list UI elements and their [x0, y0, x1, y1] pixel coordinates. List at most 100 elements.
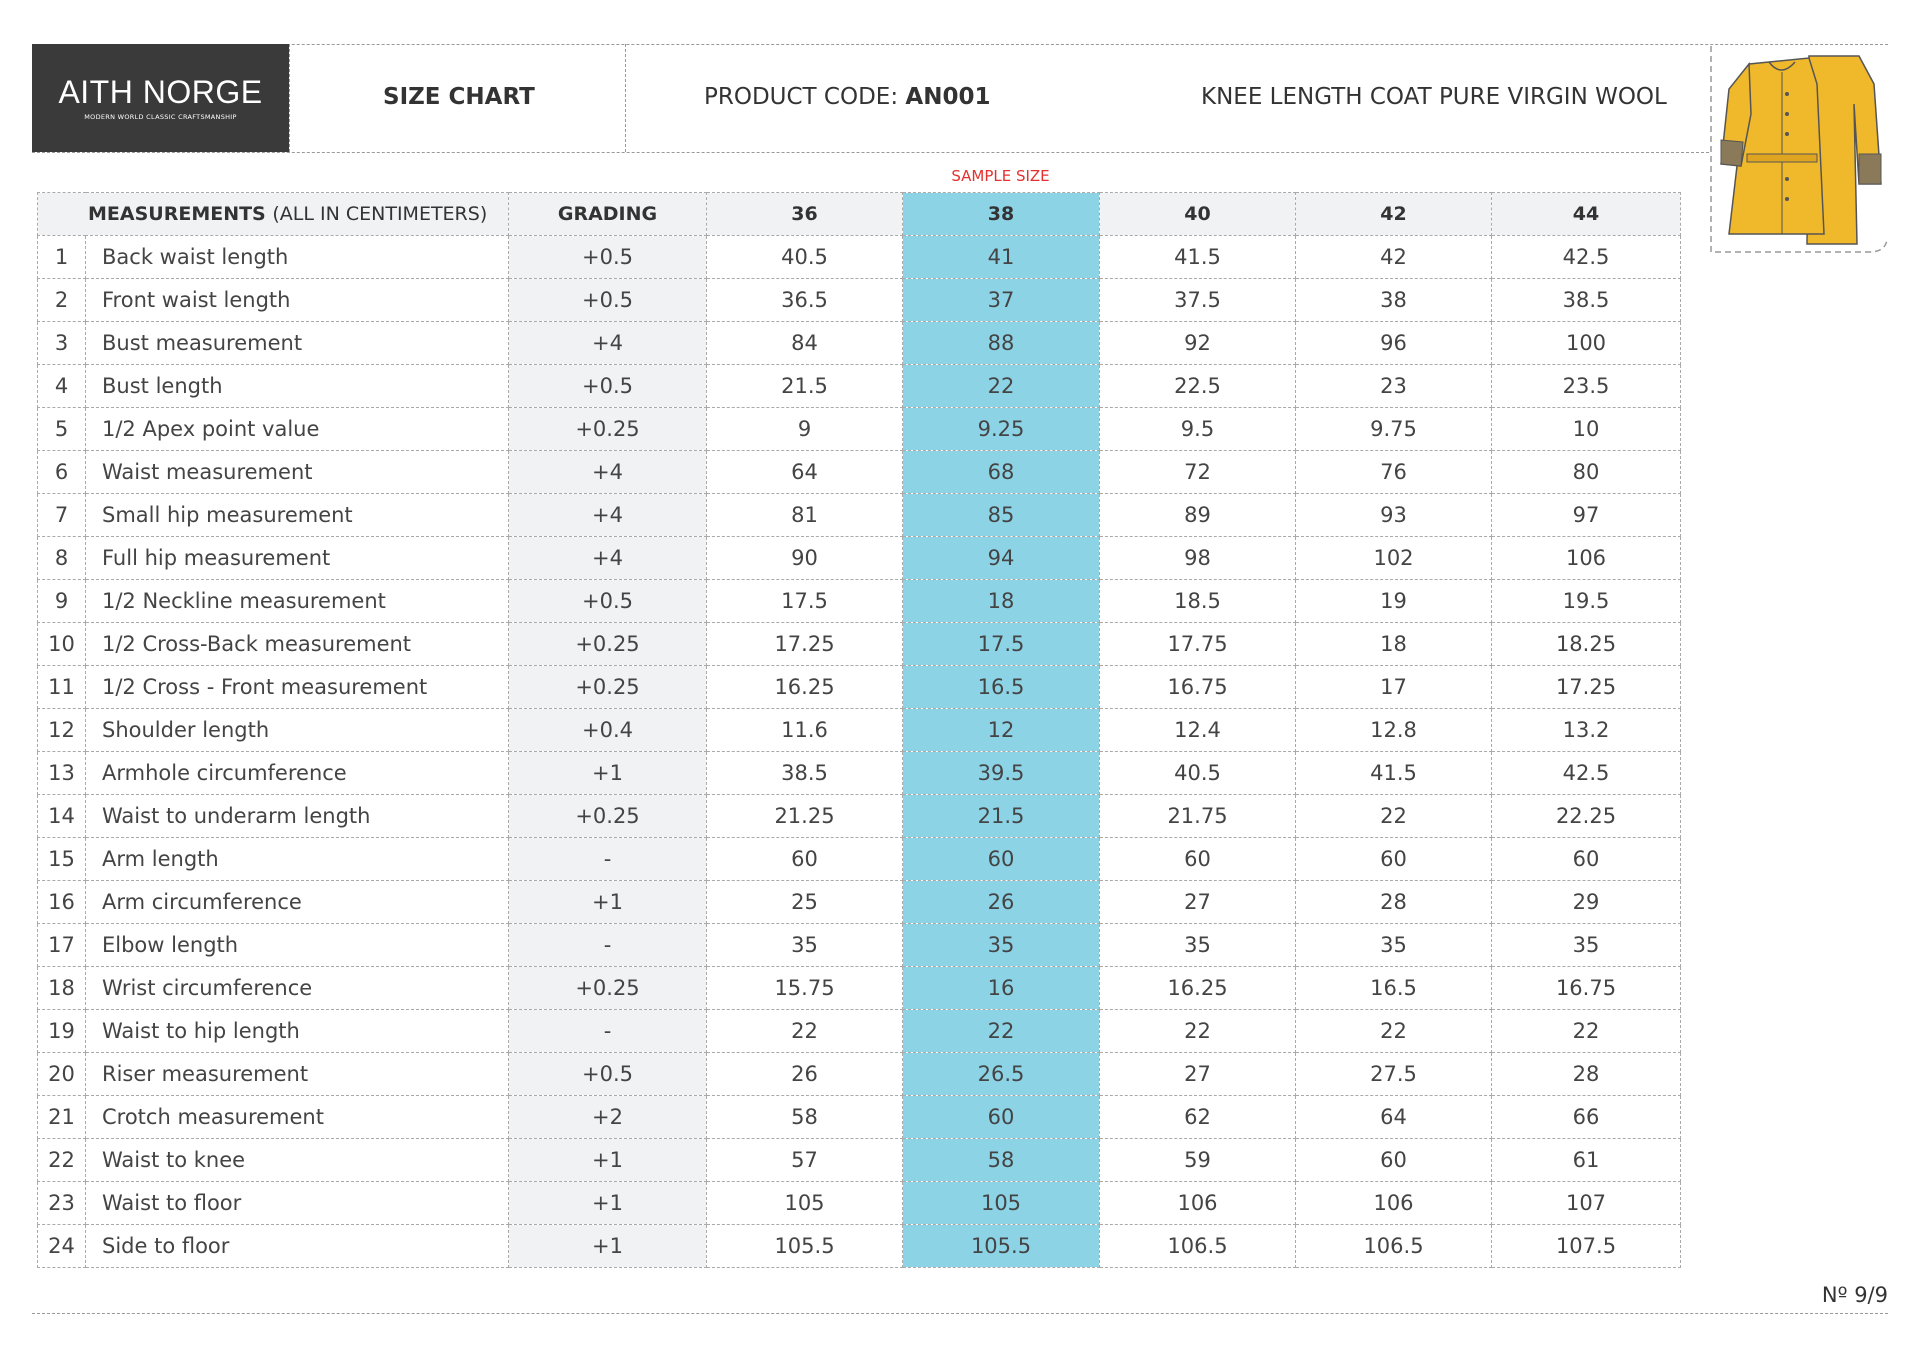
size-value: 17.25 [706, 622, 903, 666]
measurement-name: Riser measurement [85, 1052, 509, 1096]
measurement-name: Elbow length [85, 923, 509, 967]
size-value: 16 [902, 966, 1100, 1010]
measurement-name: Waist to knee [85, 1138, 509, 1182]
grading-value: +0.5 [508, 1052, 707, 1096]
size-value: 22 [902, 1009, 1100, 1053]
grading-value: - [508, 923, 707, 967]
size-value: 21.75 [1099, 794, 1296, 838]
size-value: 37 [902, 278, 1100, 322]
size-value: 58 [902, 1138, 1100, 1182]
logo-tagline: MODERN WORLD CLASSIC CRAFTSMANSHIP [84, 113, 237, 121]
size-value: 105.5 [706, 1224, 903, 1268]
row-number: 24 [37, 1224, 86, 1268]
size-value: 66 [1491, 1095, 1681, 1139]
measurement-name: Full hip measurement [85, 536, 509, 580]
measurement-name: 1/2 Cross - Front measurement [85, 665, 509, 709]
size-value: 22 [706, 1009, 903, 1053]
size-value: 22 [902, 364, 1100, 408]
size-value: 18 [902, 579, 1100, 623]
size-value: 60 [1099, 837, 1296, 881]
table-row: 6 Waist measurement +4 64 68 72 76 80 [37, 450, 1681, 494]
size-value: 90 [706, 536, 903, 580]
size-value: 18.25 [1491, 622, 1681, 666]
size-value: 60 [1295, 1138, 1492, 1182]
size-value: 27.5 [1295, 1052, 1492, 1096]
size-value: 38.5 [706, 751, 903, 795]
row-number: 10 [37, 622, 86, 666]
row-number: 13 [37, 751, 86, 795]
size-value: 105 [902, 1181, 1100, 1225]
rule [32, 1313, 1888, 1314]
size-value: 17.75 [1099, 622, 1296, 666]
measurement-name: Front waist length [85, 278, 509, 322]
size-value: 23.5 [1491, 364, 1681, 408]
size-value: 41.5 [1295, 751, 1492, 795]
size-value: 36.5 [706, 278, 903, 322]
size-value: 42.5 [1491, 751, 1681, 795]
measurement-name: Bust measurement [85, 321, 509, 365]
measurement-name: 1/2 Apex point value [85, 407, 509, 451]
table-row: 2 Front waist length +0.5 36.5 37 37.5 38 38.5 [37, 278, 1681, 322]
size-value: 18.5 [1099, 579, 1296, 623]
grading-header: GRADING [508, 192, 707, 236]
table-row: 1 Back waist length +0.5 40.5 41 41.5 42 42.5 [37, 235, 1681, 279]
grading-value: +4 [508, 493, 707, 537]
table-row: 3 Bust measurement +4 84 88 92 96 100 [37, 321, 1681, 365]
size-value: 42.5 [1491, 235, 1681, 279]
size-value: 106 [1295, 1181, 1492, 1225]
size-value: 102 [1295, 536, 1492, 580]
grading-value: +0.5 [508, 235, 707, 279]
row-number: 14 [37, 794, 86, 838]
size-value: 28 [1295, 880, 1492, 924]
unit-note: (ALL IN CENTIMETERS) [272, 203, 488, 225]
table-row: 24 Side to floor +1 105.5 105.5 106.5 106.5 107… [37, 1224, 1681, 1268]
size-value: 100 [1491, 321, 1681, 365]
size-value: 19.5 [1491, 579, 1681, 623]
size-value: 94 [902, 536, 1100, 580]
size-value: 92 [1099, 321, 1296, 365]
doc-title: SIZE CHART [383, 84, 535, 110]
rule [625, 44, 626, 152]
size-value: 21.5 [902, 794, 1100, 838]
logo: AITH NORGE MODERN WORLD CLASSIC CRAFTSMA… [32, 44, 289, 152]
measurement-name: Waist to floor [85, 1181, 509, 1225]
grading-value: +0.25 [508, 665, 707, 709]
row-number: 17 [37, 923, 86, 967]
size-value: 35 [1295, 923, 1492, 967]
size-value: 41 [902, 235, 1100, 279]
size-value: 57 [706, 1138, 903, 1182]
size-value: 35 [1099, 923, 1296, 967]
size-value: 27 [1099, 880, 1296, 924]
table-row: 23 Waist to floor +1 105 105 106 106 107 [37, 1181, 1681, 1225]
size-value: 22 [1295, 1009, 1492, 1053]
size-value: 107 [1491, 1181, 1681, 1225]
size-value: 10 [1491, 407, 1681, 451]
measurement-name: Bust length [85, 364, 509, 408]
table-row: 9 1/2 Neckline measurement +0.5 17.5 18 18.5 1… [37, 579, 1681, 623]
size-value: 17.5 [706, 579, 903, 623]
size-header: 42 [1295, 192, 1492, 236]
measurement-name: Waist to underarm length [85, 794, 509, 838]
size-value: 60 [1295, 837, 1492, 881]
size-header: 36 [706, 192, 903, 236]
measurement-name: Arm circumference [85, 880, 509, 924]
header-row: MEASUREMENTS (ALL IN CENTIMETERS) GRADIN… [37, 192, 1681, 236]
rule [32, 152, 1709, 153]
grading-value: - [508, 1009, 707, 1053]
size-value: 106 [1099, 1181, 1296, 1225]
size-value: 9.5 [1099, 407, 1296, 451]
measurement-name: Back waist length [85, 235, 509, 279]
row-number: 23 [37, 1181, 86, 1225]
row-number: 19 [37, 1009, 86, 1053]
measurement-name: 1/2 Neckline measurement [85, 579, 509, 623]
size-value: 16.75 [1099, 665, 1296, 709]
size-value: 26 [706, 1052, 903, 1096]
size-value: 21.5 [706, 364, 903, 408]
table-row: 19 Waist to hip length -22 22 22 22 22 [37, 1009, 1681, 1053]
rule [32, 44, 1888, 45]
size-value: 64 [1295, 1095, 1492, 1139]
size-value: 106.5 [1099, 1224, 1296, 1268]
size-value: 16.5 [1295, 966, 1492, 1010]
size-value: 9 [706, 407, 903, 451]
size-value: 40.5 [706, 235, 903, 279]
